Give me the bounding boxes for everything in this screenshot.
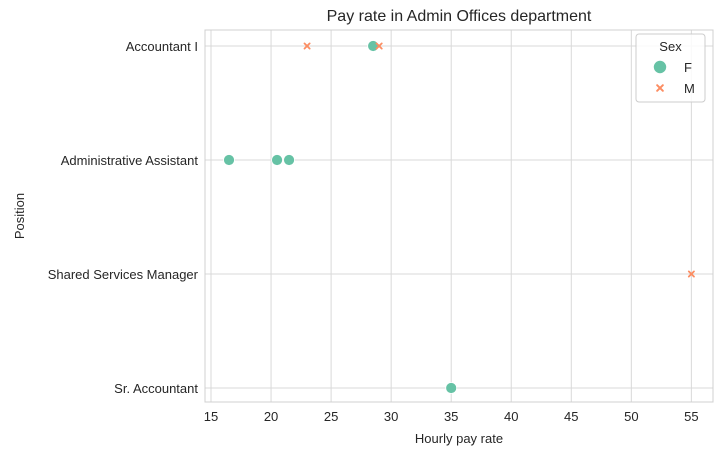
x-tick-label: 50: [624, 409, 638, 424]
data-point-M: [375, 42, 383, 50]
y-tick-label: Sr. Accountant: [114, 381, 198, 396]
data-points: [223, 40, 695, 394]
x-tick-label: 30: [384, 409, 398, 424]
x-tick-label: 25: [324, 409, 338, 424]
x-marker-stroke: [375, 42, 383, 50]
x-marker-stroke: [687, 270, 695, 278]
data-point-F: [271, 154, 283, 166]
data-point-F: [445, 382, 458, 394]
chart-title: Pay rate in Admin Offices department: [327, 8, 592, 25]
x-tick-label: 35: [444, 409, 458, 424]
data-point-M: [687, 270, 695, 278]
x-axis-label: Hourly pay rate: [415, 431, 503, 446]
x-marker-stroke: [303, 42, 311, 50]
x-tick-label: 15: [204, 409, 218, 424]
data-point-F: [223, 154, 235, 166]
x-tick-label: 40: [504, 409, 518, 424]
legend-label-F: F: [684, 60, 692, 75]
legend-label-M: M: [684, 81, 695, 96]
data-point-F: [283, 154, 295, 166]
data-point-M: [303, 42, 311, 50]
x-tick-label: 45: [564, 409, 578, 424]
legend-marker-F: [653, 60, 668, 75]
y-axis-label: Position: [12, 193, 27, 239]
x-tick-label: 55: [684, 409, 698, 424]
x-marker-stroke: [656, 84, 664, 92]
y-tick-label: Shared Services Manager: [48, 267, 199, 282]
legend-marker-M: [656, 84, 664, 92]
y-tick-label: Administrative Assistant: [61, 153, 199, 168]
data-point-F: [367, 40, 380, 52]
plot-frame: [204, 29, 714, 403]
legend-box: [635, 33, 706, 103]
x-tick-label: 20: [264, 409, 278, 424]
y-tick-label: Accountant I: [126, 39, 198, 54]
tick-labels: 15 20 25 30 35 40 45 50 55 Accountant I Administra…: [48, 39, 699, 424]
legend-title: Sex: [659, 39, 682, 54]
